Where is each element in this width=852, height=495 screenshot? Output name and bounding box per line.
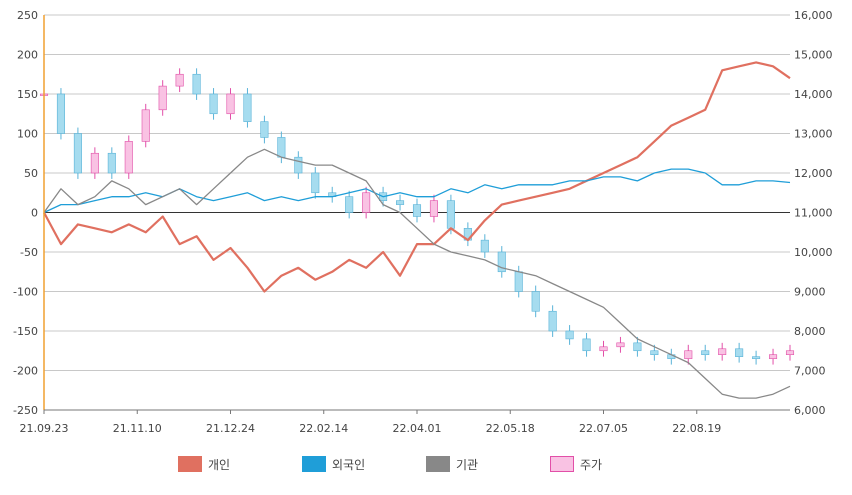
y-right-tick-label: 13,000 <box>794 128 833 141</box>
x-tick-label: 22.05.18 <box>486 422 535 435</box>
y-left-tick-label: 200 <box>17 49 38 62</box>
candle-body <box>548 310 557 332</box>
series-line-layer <box>43 61 791 399</box>
candle-layer <box>39 68 795 365</box>
y-left-tick-label: -50 <box>20 246 38 259</box>
x-tick-label: 22.08.19 <box>672 422 721 435</box>
candle-body <box>735 348 744 357</box>
series-line <box>43 148 791 399</box>
legend-item[interactable]: 외국인 <box>302 452 365 476</box>
legend-swatch <box>550 456 574 472</box>
x-tick-label: 21.12.24 <box>206 422 255 435</box>
y-left-tick-label: 100 <box>17 128 38 141</box>
candle-body <box>345 196 354 213</box>
candle-body <box>429 200 438 217</box>
x-tick-label: 21.09.23 <box>20 422 69 435</box>
candle-body <box>243 93 252 122</box>
candle-body <box>650 350 659 355</box>
candle-body <box>412 204 422 217</box>
candle-body <box>294 156 303 174</box>
y-left-tick-label: -250 <box>13 404 38 417</box>
legend-label: 외국인 <box>332 457 366 472</box>
candle-body <box>565 330 574 340</box>
candle-body <box>107 152 116 174</box>
legend-swatch <box>302 456 326 472</box>
candle-body <box>56 93 65 134</box>
y-right-tick-label: 10,000 <box>794 246 833 259</box>
y-right-tick-label: 12,000 <box>794 167 833 180</box>
candle-body <box>311 172 320 194</box>
legend-swatch <box>426 456 450 472</box>
candle-body <box>73 133 82 174</box>
candle-body <box>514 271 523 292</box>
y-left-tick-label: -100 <box>13 286 38 299</box>
candle-body <box>701 350 710 355</box>
x-tick-label: 22.07.05 <box>579 422 628 435</box>
y-right-tick-label: 14,000 <box>794 88 833 101</box>
legend-swatch <box>178 456 202 472</box>
tick-label-layer: 250 16,000 200 15,000 150 14,000 100 13,000 50 12… <box>13 9 832 435</box>
candle-body <box>90 152 99 174</box>
candle-body <box>752 356 761 359</box>
y-right-tick-label: 6,000 <box>794 404 826 417</box>
candle-body <box>684 350 693 359</box>
legend-item[interactable]: 개인 <box>178 452 230 476</box>
candle-body <box>158 85 167 111</box>
candle-body <box>769 354 778 359</box>
candle-body <box>785 350 795 355</box>
candle-body <box>633 342 642 352</box>
y-right-tick-label: 9,000 <box>794 286 826 299</box>
y-right-tick-label: 16,000 <box>794 9 833 22</box>
legend-label: 개인 <box>208 457 231 472</box>
candle-body <box>497 251 506 273</box>
y-right-tick-label: 8,000 <box>794 325 826 338</box>
chart-legend: 개인 외국인 기관 주가 <box>0 452 852 476</box>
legend-label: 주가 <box>580 457 603 472</box>
candle-body <box>446 200 455 229</box>
y-left-tick-label: 50 <box>24 167 38 180</box>
y-left-tick-label: 150 <box>17 88 38 101</box>
candle-body <box>175 73 184 87</box>
candle-body <box>362 192 371 213</box>
candle-body <box>209 93 218 115</box>
candle-body <box>226 93 235 115</box>
candle-body <box>599 346 608 352</box>
y-right-tick-label: 7,000 <box>794 365 826 378</box>
candle-body <box>582 338 591 352</box>
legend-item[interactable]: 주가 <box>550 452 602 476</box>
candle-body <box>141 109 150 142</box>
candle-body <box>396 200 405 205</box>
candle-body <box>531 291 540 312</box>
y-left-tick-label: -150 <box>13 325 38 338</box>
y-left-tick-label: 250 <box>17 9 38 22</box>
candle-body <box>480 239 489 253</box>
series-line <box>43 61 791 293</box>
y-left-tick-label: -200 <box>13 365 38 378</box>
candle-body <box>192 73 201 95</box>
x-tick-label: 21.11.10 <box>113 422 162 435</box>
x-tick-label: 22.02.14 <box>299 422 348 435</box>
candle-body <box>260 121 269 138</box>
legend-item[interactable]: 기관 <box>426 452 478 476</box>
x-tick-label: 22.04.01 <box>393 422 442 435</box>
chart-svg: 250 16,000 200 15,000 150 14,000 100 13,000 50 12… <box>13 9 832 435</box>
legend-label: 기관 <box>456 457 479 472</box>
candle-body <box>718 348 727 355</box>
candle-body <box>616 342 625 348</box>
y-right-tick-label: 11,000 <box>794 207 833 220</box>
y-left-tick-label: 0 <box>31 207 38 220</box>
candle-body <box>277 137 286 158</box>
y-right-tick-label: 15,000 <box>794 49 833 62</box>
axis-layer <box>43 15 790 414</box>
candle-body <box>124 141 133 174</box>
